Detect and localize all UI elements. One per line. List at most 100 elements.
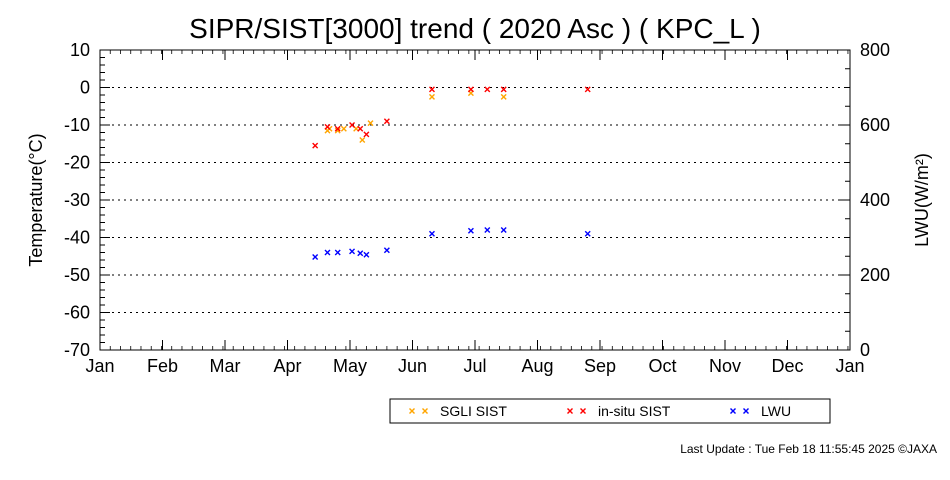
data-point xyxy=(500,227,507,233)
x-tick-label: Jan xyxy=(835,356,864,376)
marker-stroke xyxy=(484,227,491,233)
data-point xyxy=(334,125,341,132)
marker-stroke xyxy=(324,249,331,256)
y-tick-label: 0 xyxy=(80,78,90,98)
data-point xyxy=(584,230,591,237)
grid-lines xyxy=(100,87,850,313)
marker-stroke xyxy=(334,249,341,256)
legend-label: LWU xyxy=(761,403,791,419)
data-point xyxy=(363,131,370,138)
legend-label: SGLI SIST xyxy=(440,403,507,419)
data-point xyxy=(428,230,435,237)
data-point xyxy=(349,248,356,255)
marker-stroke xyxy=(334,127,341,134)
x-tick-label: Jul xyxy=(463,356,486,376)
marker-stroke xyxy=(428,86,435,93)
data-point xyxy=(428,93,435,100)
marker-stroke xyxy=(357,250,364,257)
data-point xyxy=(500,93,507,100)
data-point xyxy=(357,125,364,132)
y2-axis-label: LWU(W/m²) xyxy=(912,153,932,247)
marker-stroke xyxy=(363,131,370,138)
marker-stroke xyxy=(367,120,374,127)
marker-stroke xyxy=(500,86,507,93)
data-point xyxy=(428,86,435,93)
x-tick-label: Mar xyxy=(210,356,241,376)
data-point xyxy=(334,249,341,256)
marker-stroke xyxy=(349,122,356,128)
data-point xyxy=(349,122,356,128)
legend: SGLI SIST in-situ SIST LWU xyxy=(389,398,831,424)
x-tick-label: Sep xyxy=(584,356,616,376)
marker-stroke xyxy=(580,408,586,414)
x-tick-label: Oct xyxy=(648,356,676,376)
marker-stroke xyxy=(743,408,749,414)
legend-marker xyxy=(409,408,415,414)
marker-stroke xyxy=(500,93,507,100)
data-point xyxy=(500,86,507,93)
marker-stroke xyxy=(467,227,474,234)
data-point xyxy=(324,123,331,130)
legend-marker xyxy=(422,408,428,414)
y2-tick-label: 400 xyxy=(860,190,890,210)
marker-stroke xyxy=(312,142,319,149)
legend-marker xyxy=(580,408,586,414)
y2-tick-label: 0 xyxy=(860,340,870,360)
x-tick-label: Jan xyxy=(85,356,114,376)
data-point xyxy=(467,227,474,234)
data-point xyxy=(334,127,341,134)
marker-stroke xyxy=(428,93,435,100)
data-point xyxy=(324,249,331,256)
data-points xyxy=(312,86,591,260)
data-point xyxy=(367,120,374,127)
marker-stroke xyxy=(357,125,364,132)
legend-marker xyxy=(730,408,736,414)
data-point xyxy=(383,247,390,254)
data-point xyxy=(484,86,491,93)
chart-title: SIPR/SIST[3000] trend ( 2020 Asc ) ( KPC… xyxy=(189,13,761,44)
x-tick-label: Nov xyxy=(709,356,741,376)
marker-stroke xyxy=(383,247,390,254)
marker-stroke xyxy=(312,254,319,260)
marker-stroke xyxy=(340,125,347,132)
y-tick-label: -20 xyxy=(64,153,90,173)
marker-stroke xyxy=(349,248,356,255)
marker-stroke xyxy=(567,408,573,414)
data-point xyxy=(363,251,370,258)
x-tick-label: Apr xyxy=(273,356,301,376)
y-tick-label: -50 xyxy=(64,265,90,285)
marker-stroke xyxy=(467,86,474,93)
marker-stroke xyxy=(334,125,341,132)
y-tick-label: -30 xyxy=(64,190,90,210)
last-update-text: Last Update : Tue Feb 18 11:55:45 2025 ©… xyxy=(680,442,937,456)
marker-stroke xyxy=(324,123,331,130)
y2-tick-label: 600 xyxy=(860,115,890,135)
marker-stroke xyxy=(359,137,366,143)
x-tick-label: Aug xyxy=(521,356,553,376)
marker-stroke xyxy=(422,408,428,414)
y-tick-label: -60 xyxy=(64,303,90,323)
data-point xyxy=(340,125,347,132)
legend-label: in-situ SIST xyxy=(598,403,671,419)
x-tick-label: Feb xyxy=(147,356,178,376)
marker-stroke xyxy=(730,408,736,414)
data-point xyxy=(312,142,319,149)
x-tick-label: May xyxy=(333,356,367,376)
marker-stroke xyxy=(500,227,507,233)
data-point xyxy=(312,254,319,260)
marker-stroke xyxy=(363,251,370,258)
y-tick-label: -70 xyxy=(64,340,90,360)
x-tick-label: Jun xyxy=(398,356,427,376)
data-point xyxy=(359,137,366,143)
legend-marker xyxy=(567,408,573,414)
legend-box xyxy=(389,398,831,424)
marker-stroke xyxy=(383,118,390,125)
y-tick-label: 10 xyxy=(70,40,90,60)
y-tick-label: -40 xyxy=(64,228,90,248)
y2-tick-label: 800 xyxy=(860,40,890,60)
data-point xyxy=(383,118,390,125)
y-tick-label: -10 xyxy=(64,115,90,135)
data-point xyxy=(584,86,591,93)
legend-marker xyxy=(743,408,749,414)
